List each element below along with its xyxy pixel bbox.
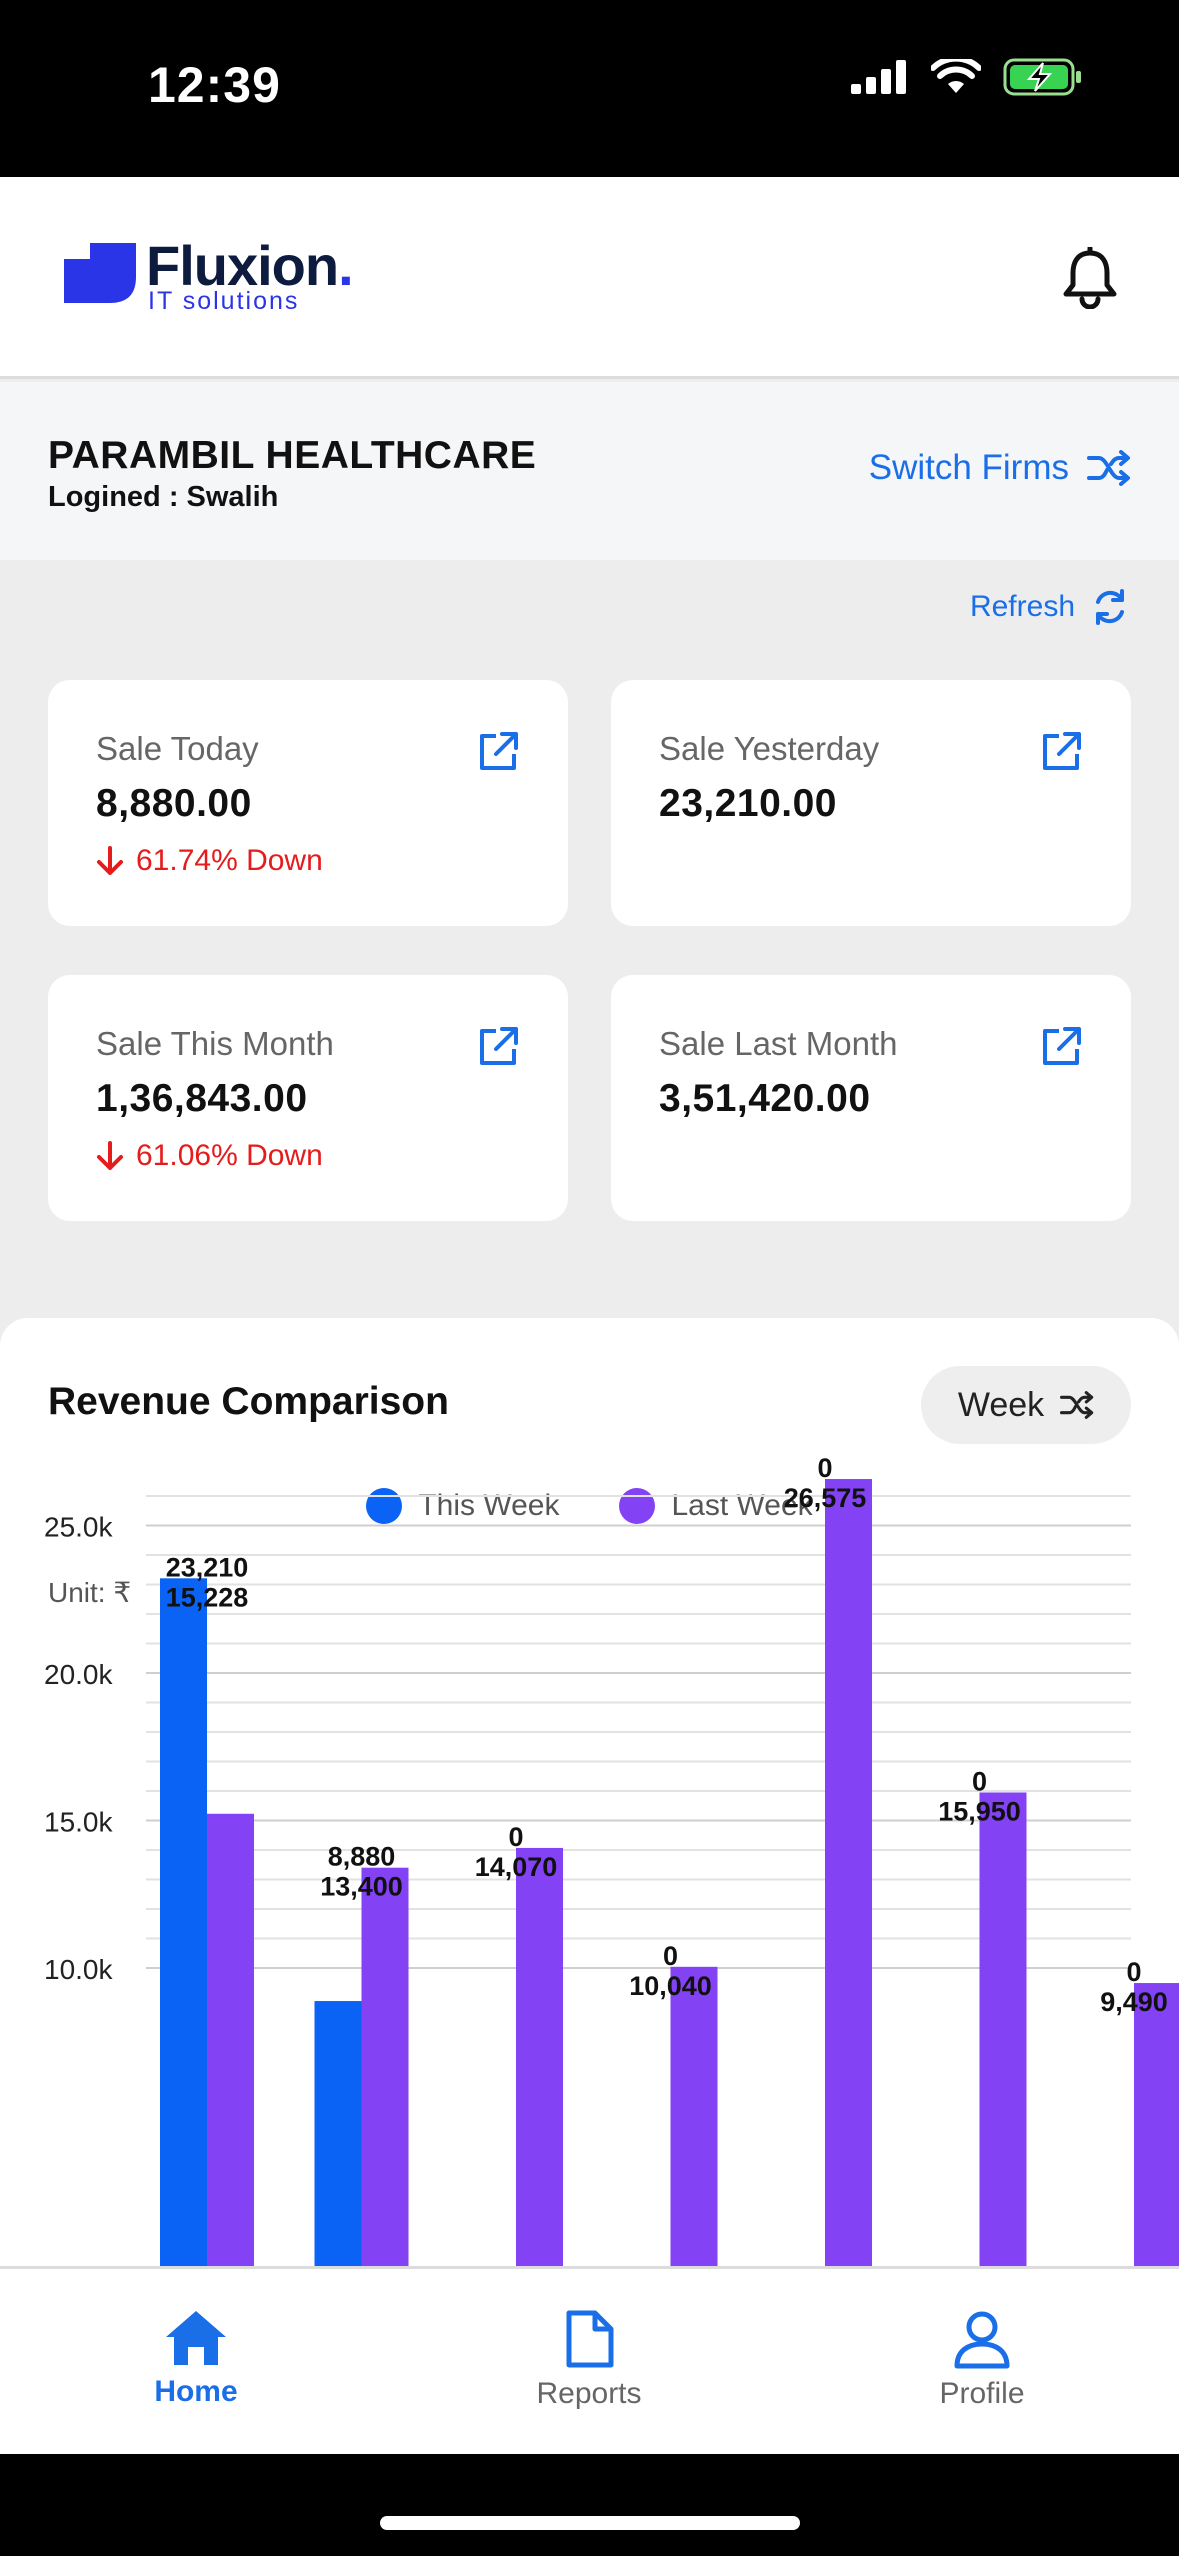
card-value: 3,51,420.00 [659,1077,871,1120]
refresh-icon [1096,589,1124,625]
card-label: Sale Today [96,730,259,767]
switch-firms-button[interactable]: Switch Firms [869,448,1131,488]
battery-charging-icon [1003,58,1081,96]
bar-last-week [361,1867,409,2266]
data-label-last-week: 9,490 [1100,1987,1168,2017]
data-label-last-week: 15,228 [166,1582,249,1612]
bar-last-week [1134,1983,1179,2266]
legend-label: This Week [418,1489,560,1522]
data-label-this-week: 0 [508,1822,523,1852]
y-tick-label: 10.0k [44,1954,113,1985]
arrow-down-icon [97,1141,123,1170]
bar-this-week [314,2001,362,2266]
shuffle-icon [1087,450,1130,486]
revenue-title: Revenue Comparison [48,1380,449,1423]
open-external-icon[interactable] [476,730,520,774]
nav-profile[interactable]: Profile [862,2309,1102,2411]
card-value: 1,36,843.00 [96,1077,308,1120]
status-icons [851,58,1083,96]
legend-item-last-week[interactable]: Last Week [619,1488,813,1524]
brand-name: Fluxion. [146,234,354,297]
switch-firms-label: Switch Firms [868,448,1069,487]
open-external-icon[interactable] [476,1025,520,1069]
app-header: Fluxion. IT solutions [0,177,1179,379]
bottom-nav: Home Reports Profile [0,2266,1179,2454]
data-label-this-week: 8,880 [328,1842,396,1872]
data-label-last-week: 14,070 [475,1852,558,1882]
data-label-last-week: 15,950 [938,1796,1021,1826]
arrow-down-icon [97,846,123,875]
bar-last-week [670,1966,718,2266]
data-label-this-week: 0 [1126,1957,1141,1987]
data-label-this-week: 0 [972,1766,987,1796]
bar-last-week [207,1813,254,2266]
status-time: 12:39 [148,57,281,113]
bar-this-week [160,1578,207,2266]
data-label-this-week: 0 [663,1941,678,1971]
card-label: Sale Last Month [659,1025,898,1062]
open-external-icon[interactable] [1039,730,1083,774]
shuffle-icon [1060,1391,1094,1419]
data-label-this-week: 23,210 [166,1552,249,1582]
card-sale-today[interactable]: Sale Today 8,880.00 61.74% Down [48,680,568,926]
legend-item-this-week[interactable]: This Week [366,1488,559,1524]
nav-home[interactable]: Home [76,2309,316,2409]
legend-label: Last Week [671,1489,813,1522]
data-label-last-week: 13,400 [320,1872,403,1902]
document-icon [566,2310,614,2368]
y-tick-label: 25.0k [44,1512,113,1543]
card-change: 61.74% Down [96,844,323,878]
legend-swatch [366,1488,403,1524]
bar-last-week [516,1847,563,2266]
card-change: 61.06% Down [96,1139,323,1173]
home-indicator[interactable] [380,2516,800,2530]
nav-label: Profile [939,2377,1025,2410]
card-sale-this-month[interactable]: Sale This Month 1,36,843.00 61.06% Down [48,975,568,1221]
card-sale-yesterday[interactable]: Sale Yesterday 23,210.00 [611,680,1131,926]
bell-icon[interactable] [1061,247,1119,309]
y-tick-label: 15.0k [44,1807,113,1838]
fluxion-logo-icon [64,243,136,303]
card-label: Sale Yesterday [659,730,880,767]
period-label: Week [957,1385,1045,1424]
status-bar: 12:39 [0,0,1179,177]
refresh-button[interactable]: Refresh [970,588,1129,626]
data-label-last-week: 10,040 [629,1971,712,2001]
home-indicator-area [0,2454,1179,2556]
wifi-icon [931,59,981,93]
legend-swatch [619,1488,656,1524]
logged-in-user: Logined : Swalih [48,481,279,513]
home-icon [166,2311,226,2365]
card-value: 8,880.00 [96,782,252,825]
signal-icon [851,60,906,94]
open-external-icon[interactable] [1039,1025,1083,1069]
firm-bar: PARAMBIL HEALTHCARE Logined : Swalih Swi… [0,382,1179,560]
nav-label: Home [154,2375,238,2408]
card-label: Sale This Month [96,1025,334,1062]
bar-last-week [979,1792,1027,2266]
nav-label: Reports [536,2377,642,2410]
data-label-this-week: 0 [817,1453,832,1483]
nav-reports[interactable]: Reports [469,2309,709,2411]
user-icon [954,2311,1010,2369]
brand-logo: Fluxion. IT solutions [64,234,354,315]
unit-label: Unit: ₹ [48,1577,132,1608]
card-value: 23,210.00 [659,782,838,825]
firm-name: PARAMBIL HEALTHCARE [48,434,537,477]
chart-legend: This Week Last Week [0,1488,1179,1524]
bar-last-week [825,1479,872,2266]
y-tick-label: 20.0k [44,1659,113,1690]
brand-tagline: IT solutions [148,287,300,315]
data-label-last-week: 26,575 [784,1483,867,1513]
refresh-label: Refresh [969,590,1075,623]
period-toggle-button[interactable]: Week [921,1366,1131,1444]
card-sale-last-month[interactable]: Sale Last Month 3,51,420.00 [611,975,1131,1221]
